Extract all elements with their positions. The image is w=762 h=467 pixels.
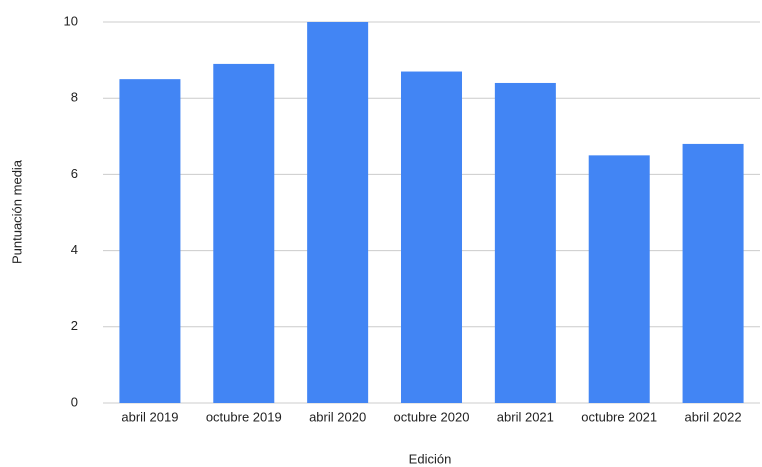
y-tick-label: 8 [71,90,78,105]
y-tick-label: 4 [71,242,78,257]
y-axis-title: Puntuación media [9,159,24,264]
x-tick-label: abril 2022 [685,409,742,424]
y-tick-label: 10 [64,13,78,28]
x-axis-title: Edición [409,451,452,466]
y-tick-label: 2 [71,318,78,333]
x-tick-label: octubre 2021 [581,409,657,424]
x-tick-label: octubre 2020 [394,409,470,424]
x-tick-label: abril 2019 [121,409,178,424]
bar [682,143,744,404]
bar [213,63,275,403]
x-tick-label: octubre 2019 [206,409,282,424]
x-tick-label: abril 2020 [309,409,366,424]
y-tick-label: 6 [71,166,78,181]
bar [119,79,181,404]
bar [307,22,369,403]
x-tick-label: abril 2021 [497,409,554,424]
y-tick-label: 0 [71,394,78,409]
bar [494,82,556,404]
bar [400,71,463,403]
bar [588,155,650,403]
